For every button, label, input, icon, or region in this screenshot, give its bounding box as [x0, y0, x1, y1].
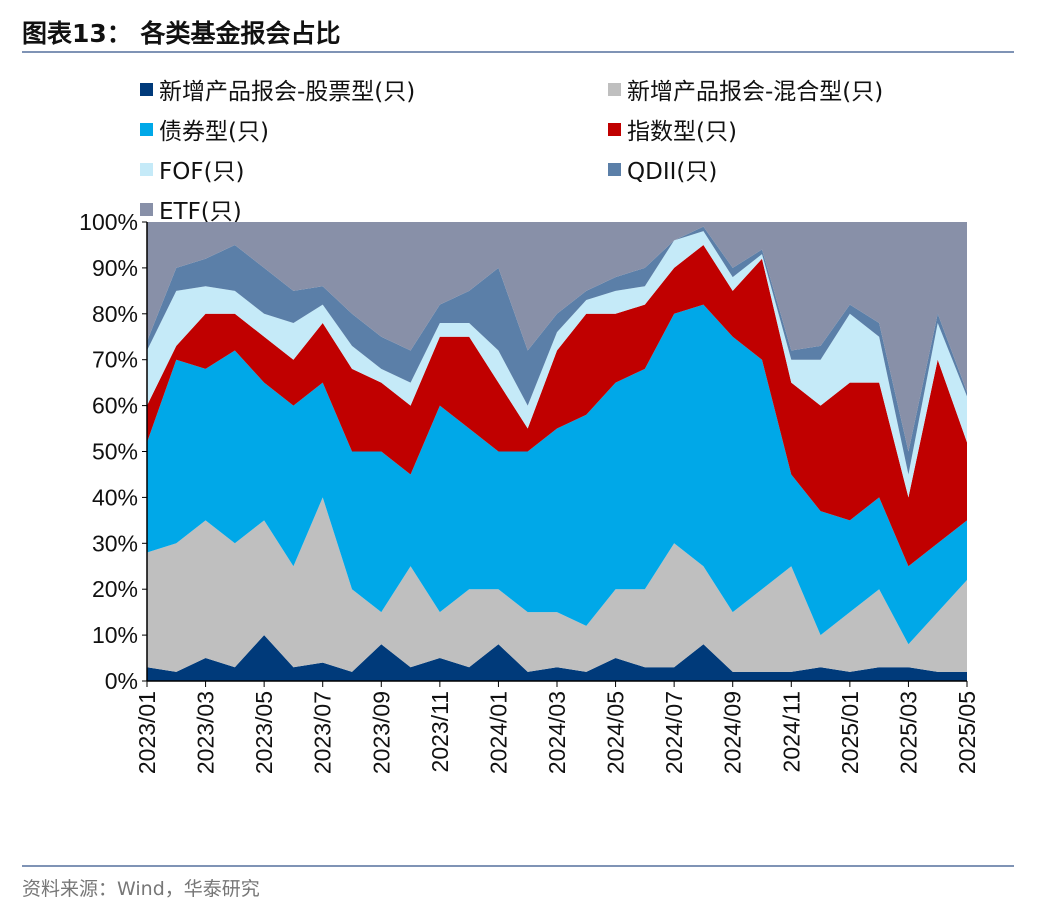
legend-label: 新增产品报会-混合型(只) — [627, 79, 884, 105]
chart-title: 图表13： 各类基金报会占比 — [22, 19, 341, 48]
legend-label: QDII(只) — [627, 159, 718, 185]
x-tick-label: 2024/03 — [544, 691, 570, 774]
area-series-2 — [147, 304, 967, 645]
legend-swatch — [140, 82, 153, 96]
legend-item: 指数型(只) — [608, 112, 737, 146]
legend-item: ETF(只) — [140, 192, 242, 226]
x-tick-label: 2024/05 — [603, 691, 629, 774]
x-tick-label: 2024/11 — [778, 691, 804, 772]
x-tick-label: 2025/03 — [895, 691, 921, 774]
legend-item: 新增产品报会-混合型(只) — [608, 72, 883, 106]
legend-swatch — [608, 82, 621, 96]
y-tick-label: 60% — [92, 393, 138, 419]
x-tick-label: 2023/03 — [193, 691, 219, 774]
area-series-6 — [147, 222, 967, 452]
legend-swatch — [608, 162, 621, 176]
source-note: 资料来源：Wind，华泰研究 — [22, 878, 260, 900]
area-series-3 — [147, 244, 967, 567]
x-tick-label: 2023/11 — [427, 691, 453, 772]
legend-swatch — [140, 162, 153, 176]
area-series-5 — [147, 226, 967, 475]
legend-item: 新增产品报会-股票型(只) — [140, 72, 415, 106]
y-tick-label: 40% — [92, 484, 138, 510]
y-tick-label: 50% — [92, 439, 138, 465]
x-tick-label: 2023/09 — [368, 691, 394, 774]
y-tick-label: 0% — [105, 668, 138, 694]
title-divider — [22, 51, 1014, 53]
x-tick-label: 2025/01 — [837, 691, 863, 774]
x-tick-label: 2023/01 — [134, 691, 160, 774]
legend-item: FOF(只) — [140, 152, 245, 186]
y-tick-label: 90% — [92, 255, 138, 281]
source-divider — [22, 865, 1014, 867]
x-tick-label: 2024/07 — [661, 691, 687, 774]
legend-item: 债券型(只) — [140, 112, 269, 146]
legend-label: 新增产品报会-股票型(只) — [159, 79, 416, 105]
area-series-0 — [147, 635, 967, 681]
y-tick-label: 70% — [92, 347, 138, 373]
legend-swatch — [140, 202, 153, 216]
x-tick-label: 2023/05 — [251, 691, 277, 774]
legend-label: 债券型(只) — [159, 119, 269, 145]
legend-label: FOF(只) — [159, 159, 245, 185]
legend-item: QDII(只) — [608, 152, 717, 186]
y-tick-label: 10% — [92, 622, 138, 648]
x-tick-label: 2024/09 — [720, 691, 746, 774]
y-tick-label: 20% — [92, 576, 138, 602]
stacked-area-chart: 0% 10% 20% 30% 40% 50% 60% 70% 80% 90% 100% 2023/01… — [79, 209, 980, 774]
x-tick-label: 2025/05 — [954, 691, 980, 774]
y-tick-label: 30% — [92, 530, 138, 556]
legend-label: ETF(只) — [159, 199, 242, 225]
area-series-1 — [147, 497, 967, 672]
legend-swatch — [608, 122, 621, 136]
x-tick-label: 2023/07 — [310, 691, 336, 774]
legend-swatch — [140, 122, 153, 136]
legend-label: 指数型(只) — [627, 119, 737, 145]
y-tick-label: 100% — [79, 209, 138, 235]
area-series-4 — [147, 231, 967, 498]
x-tick-label: 2024/01 — [485, 691, 511, 774]
y-tick-label: 80% — [92, 301, 138, 327]
